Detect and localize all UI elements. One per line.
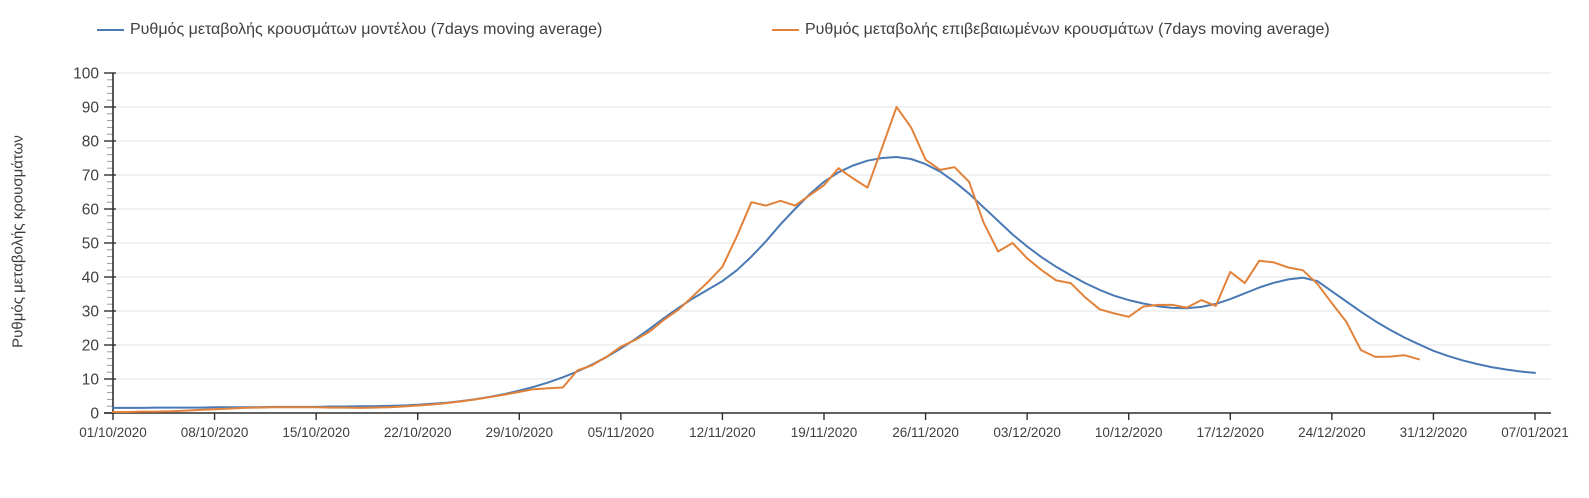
x-tick-label: 08/10/2020	[181, 425, 249, 440]
y-tick-label: 60	[82, 202, 100, 219]
x-tick-label: 29/10/2020	[485, 425, 553, 440]
x-tick-label: 19/11/2020	[791, 425, 858, 440]
x-tick-label: 17/12/2020	[1196, 425, 1264, 440]
y-tick-label: 30	[82, 304, 100, 321]
x-tick-label: 01/10/2020	[79, 425, 147, 440]
series-confirmed-line	[112, 106, 1420, 413]
model-line-marker-icon	[97, 29, 124, 31]
chart-legend: Ρυθμός μεταβολής κρουσμάτων μοντέλου (7d…	[0, 21, 1589, 45]
x-tick-label: 12/11/2020	[689, 425, 756, 440]
y-tick-label: 80	[82, 134, 100, 151]
x-tick-label: 22/10/2020	[384, 425, 452, 440]
x-tick-label: 03/12/2020	[993, 425, 1061, 440]
y-tick-label: 100	[73, 66, 99, 83]
y-tick-label: 0	[90, 406, 99, 423]
x-tick-label: 15/10/2020	[282, 425, 350, 440]
series-model-line	[112, 156, 1536, 409]
y-tick-label: 90	[82, 100, 100, 117]
legend-item-model: Ρυθμός μεταβολής κρουσμάτων μοντέλου (7d…	[97, 21, 602, 39]
legend-label-model: Ρυθμός μεταβολής κρουσμάτων μοντέλου (7d…	[130, 21, 603, 38]
x-tick-label: 05/11/2020	[588, 425, 655, 440]
y-tick-label: 10	[82, 372, 100, 389]
legend-label-confirmed: Ρυθμός μεταβολής επιβεβαιωμένων κρουσμάτ…	[805, 21, 1330, 38]
x-tick-label: 24/12/2020	[1298, 425, 1366, 440]
x-tick-label: 10/12/2020	[1095, 425, 1163, 440]
y-tick-label: 20	[82, 338, 100, 355]
x-tick-label: 31/12/2020	[1400, 425, 1468, 440]
y-tick-label: 70	[82, 168, 100, 185]
y-tick-label: 40	[82, 270, 100, 287]
x-tick-label: 26/11/2020	[892, 425, 959, 440]
legend-item-confirmed: Ρυθμός μεταβολής επιβεβαιωμένων κρουσμάτ…	[772, 21, 1330, 39]
y-tick-label: 50	[82, 236, 100, 253]
x-tick-label: 07/01/2021	[1501, 425, 1569, 440]
confirmed-line-marker-icon	[772, 29, 799, 31]
